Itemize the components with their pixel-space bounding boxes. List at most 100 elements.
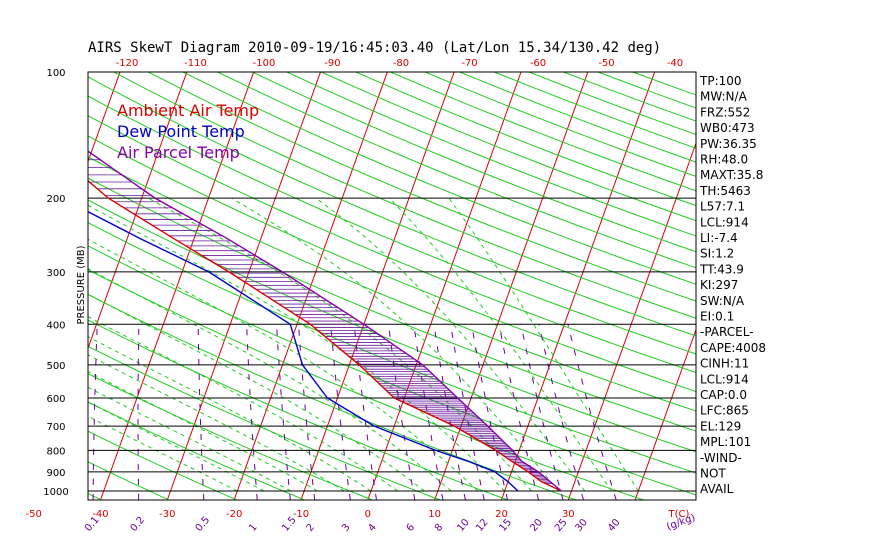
index-label: TT:43.9	[699, 262, 744, 276]
dry-adiabat-line	[88, 293, 576, 500]
dry-adiabat-line	[390, 72, 696, 192]
index-label: EI:0.1	[700, 310, 734, 324]
temp-top-tick-label: -80	[393, 58, 409, 69]
temp-top-tick-label: -40	[667, 58, 683, 69]
pressure-tick-label: 500	[46, 361, 65, 372]
index-label: SW:N/A	[700, 294, 745, 308]
mixing-ratio-line	[520, 324, 564, 500]
mixing-ratio-line	[567, 324, 617, 500]
moist-adiabat-line	[88, 336, 372, 492]
dry-adiabat-line	[494, 72, 696, 149]
index-label: CINH:11	[700, 357, 749, 371]
mixing-ratio-line	[298, 324, 316, 500]
index-label: NOT	[700, 467, 726, 481]
index-label: LCL:914	[700, 215, 749, 229]
index-label: LCL:914	[700, 372, 749, 386]
mixing-ratio-tick-label: 0.5	[194, 515, 213, 534]
mixing-ratio-tick-label: 30	[573, 517, 590, 534]
mixing-ratio-tick-label: 40	[606, 517, 623, 534]
temp-top-tick-label: -90	[324, 58, 340, 69]
dry-adiabat-line	[88, 345, 441, 500]
pressure-tick-label: 600	[46, 394, 65, 405]
dry-adiabat-line	[251, 72, 696, 253]
temp-top-tick-label: -50	[598, 58, 614, 69]
temp-top-tick-label: -60	[530, 58, 546, 69]
pressure-tick-label: 1000	[43, 487, 68, 498]
mixing-ratio-line	[388, 324, 416, 500]
moist-adiabat-line	[448, 197, 639, 492]
dry-adiabat-line	[113, 72, 696, 319]
isotherm-line	[501, 72, 656, 500]
dry-adiabat-line	[88, 76, 696, 337]
mixing-ratio-line	[92, 324, 98, 500]
mixing-ratio-line	[498, 324, 539, 500]
mixing-ratio-tick-label: 2	[305, 522, 318, 534]
temp-unit-label: T(C)	[668, 509, 690, 520]
mixing-ratio-tick-label: 1	[247, 522, 260, 534]
pressure-tick-label: 200	[46, 194, 65, 205]
index-label: MAXT:35.8	[700, 168, 763, 182]
temp-bottom-tick-label: -40	[92, 509, 108, 520]
y-axis-label: PRESSURE (MB)	[76, 245, 87, 324]
isotherm-line	[634, 328, 696, 500]
temp-bottom-tick-label: 0	[365, 509, 371, 520]
dry-adiabat-line	[88, 430, 237, 500]
mixing-ratio-tick-label: 3	[340, 522, 353, 534]
temp-top-tick-label: -120	[116, 58, 139, 69]
mixing-ratio-line	[197, 324, 205, 500]
index-label: TH:5463	[699, 184, 751, 198]
legend-entry: Ambient Air Temp	[117, 101, 259, 120]
dry-adiabat-line	[88, 177, 696, 432]
temp-bottom-tick-label: -50	[25, 509, 41, 520]
dry-adiabat-line	[182, 72, 696, 285]
dry-adiabat-line	[88, 461, 170, 500]
dry-adiabat-line	[0, 72, 33, 500]
mixing-ratio-line	[330, 324, 351, 500]
dry-adiabat-line	[88, 269, 644, 500]
temp-bottom-tick-label: -10	[293, 509, 309, 520]
dry-adiabat-line	[88, 199, 696, 453]
pressure-tick-label: 800	[46, 446, 65, 457]
series-line-dew-point-temp	[88, 210, 519, 492]
isotherm-line	[100, 72, 255, 500]
mixing-ratio-tick-label: 10	[455, 517, 472, 534]
temp-bottom-tick-label: -20	[226, 509, 242, 520]
index-label: SI:1.2	[700, 247, 734, 261]
dry-adiabat-line	[88, 156, 696, 412]
dry-adiabat-line	[88, 95, 696, 355]
dry-adiabat-line	[88, 222, 696, 474]
index-label: L57:7.1	[700, 200, 745, 214]
temp-top-tick-label: -100	[253, 58, 276, 69]
pressure-tick-label: 100	[46, 68, 65, 79]
index-label: RH:48.0	[700, 153, 748, 167]
mixing-ratio-line	[450, 324, 485, 500]
mixing-ratio-tick-label: 4	[366, 522, 379, 534]
mixing-ratio-line	[353, 324, 377, 500]
mixing-ratio-tick-label: 20	[528, 517, 545, 534]
plot-frame	[87, 71, 697, 501]
index-label: LFC:865	[700, 404, 749, 418]
moist-adiabat-line	[88, 401, 265, 492]
temp-top-tick-label: -110	[184, 58, 207, 69]
mixing-ratio-tick-label: 12	[474, 517, 491, 534]
isotherm-line	[88, 72, 121, 163]
pressure-tick-label: 700	[46, 422, 65, 433]
mixing-ratio-tick-label: 6	[405, 522, 418, 534]
moist-adiabat-line	[315, 197, 586, 492]
isotherm-line	[434, 72, 589, 500]
index-label: MW:N/A	[700, 90, 748, 104]
series-line-ambient-air-temp	[88, 179, 562, 492]
mixing-ratio-line	[137, 324, 140, 500]
moist-adiabat-line	[88, 267, 452, 492]
temp-bottom-tick-label: 20	[495, 509, 508, 520]
mixing-ratio-tick-label: 8	[433, 522, 446, 534]
mixing-ratio-tick-label: 0.2	[128, 515, 147, 534]
index-label: AVAIL	[700, 482, 734, 496]
dry-adiabat-line	[217, 72, 696, 269]
isotherm-line	[769, 63, 870, 500]
index-label: MPL:101	[700, 435, 751, 449]
dry-adiabat-line	[459, 72, 696, 163]
temp-bottom-tick-label: 30	[562, 509, 575, 520]
mixing-ratio-line	[471, 324, 509, 500]
